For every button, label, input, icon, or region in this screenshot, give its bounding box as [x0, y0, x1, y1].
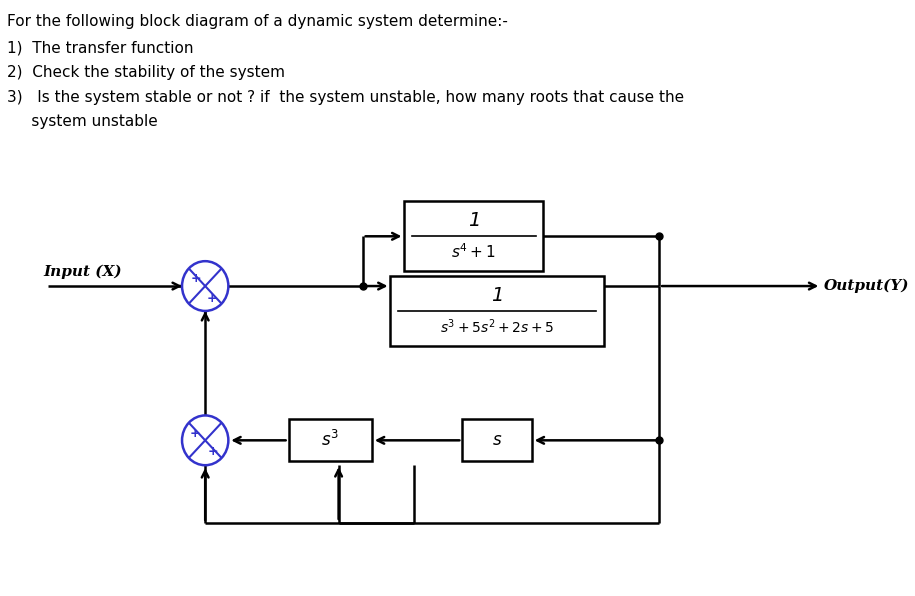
Bar — [404, 201, 544, 271]
Text: +: + — [207, 291, 218, 305]
Text: +: + — [189, 427, 200, 440]
Text: $s^3$: $s^3$ — [321, 430, 339, 451]
Bar — [462, 420, 532, 461]
Text: Input (X): Input (X) — [43, 265, 122, 279]
Bar — [288, 420, 371, 461]
Circle shape — [182, 261, 229, 311]
Text: $s$: $s$ — [492, 432, 502, 449]
Text: 1)  The transfer function: 1) The transfer function — [7, 40, 193, 55]
Bar — [391, 276, 604, 346]
Text: 3)   Is the system stable or not ? if  the system unstable, how many roots that : 3) Is the system stable or not ? if the … — [7, 90, 684, 105]
Circle shape — [182, 415, 229, 465]
Text: For the following block diagram of a dynamic system determine:-: For the following block diagram of a dyn… — [7, 14, 508, 29]
Text: $s^3 + 5s^2 + 2s + 5$: $s^3 + 5s^2 + 2s + 5$ — [440, 317, 554, 336]
Text: 1: 1 — [468, 212, 480, 231]
Text: +: + — [208, 445, 218, 458]
Text: 2)  Check the stability of the system: 2) Check the stability of the system — [7, 65, 285, 80]
Text: 1: 1 — [490, 286, 503, 305]
Text: +: + — [190, 272, 200, 285]
Text: $s^4 + 1$: $s^4 + 1$ — [451, 242, 496, 261]
Text: system unstable: system unstable — [7, 114, 157, 129]
Text: Output(Y): Output(Y) — [824, 279, 910, 293]
